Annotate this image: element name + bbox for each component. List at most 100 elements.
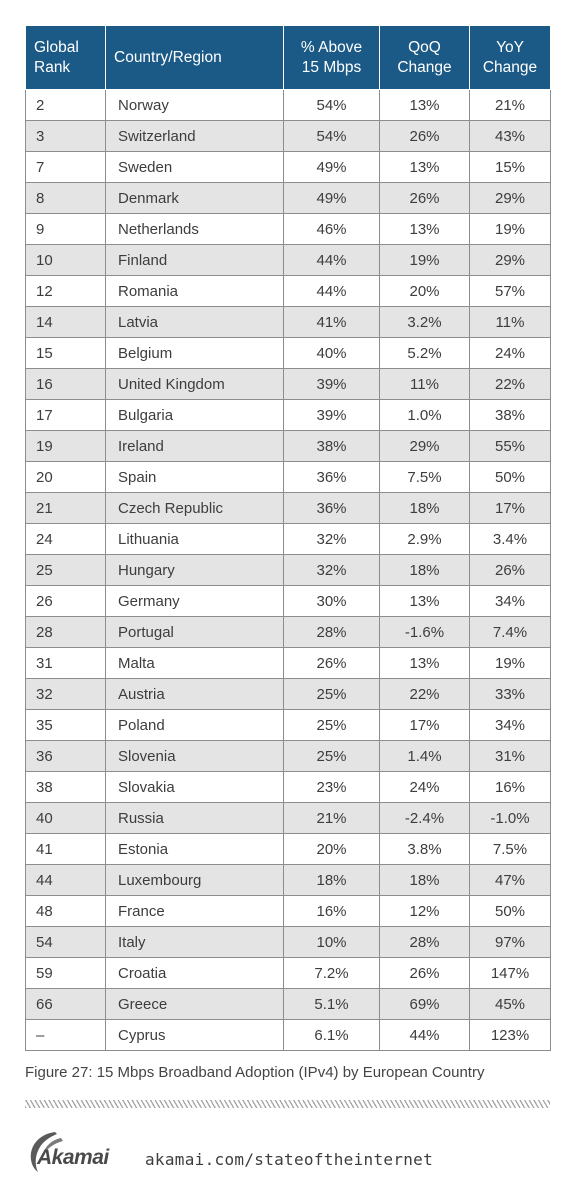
cell-qoq-change: 7.5% [379,461,470,493]
cell-country-region: Greece [105,988,284,1020]
header-line: YoY [496,38,524,56]
cell-country-region: Lithuania [105,523,284,555]
cell-qoq-change: 11% [379,368,470,400]
cell-yoy-change: 50% [469,895,551,927]
table-header-row: Global Rank Country/Region % Above 15 Mb… [25,25,551,90]
cell-above-15-mbps: 7.2% [283,957,380,989]
cell-qoq-change: 69% [379,988,470,1020]
cell-global-rank: 48 [25,895,106,927]
cell-country-region: Netherlands [105,213,284,245]
header-yoy-change: YoY Change [469,25,551,90]
header-above-15-mbps: % Above 15 Mbps [283,25,380,90]
cell-yoy-change: 29% [469,182,551,214]
cell-global-rank: 21 [25,492,106,524]
cell-qoq-change: 19% [379,244,470,276]
table-row: 66 Greece 5.1% 69% 45% [25,988,551,1020]
cell-global-rank: – [25,1019,106,1051]
cell-country-region: Estonia [105,833,284,865]
table-row: 7 Sweden 49% 13% 15% [25,151,551,183]
table-row: 40 Russia 21% -2.4% -1.0% [25,802,551,834]
table-row: 16 United Kingdom 39% 11% 22% [25,368,551,400]
cell-yoy-change: 26% [469,554,551,586]
cell-above-15-mbps: 38% [283,430,380,462]
cell-country-region: Spain [105,461,284,493]
table-body: 2 Norway 54% 13% 21% 3 Switzerland 54% 26% 43% 7 Sw… [25,89,551,1051]
cell-global-rank: 3 [25,120,106,152]
cell-above-15-mbps: 16% [283,895,380,927]
header-global-rank: Global Rank [25,25,106,90]
header-line: Change [482,58,538,76]
cell-yoy-change: 34% [469,709,551,741]
cell-yoy-change: 3.4% [469,523,551,555]
cell-yoy-change: 29% [469,244,551,276]
cell-qoq-change: 24% [379,771,470,803]
table-row: 17 Bulgaria 39% 1.0% 38% [25,399,551,431]
cell-global-rank: 25 [25,554,106,586]
cell-global-rank: 7 [25,151,106,183]
cell-yoy-change: 24% [469,337,551,369]
header-line: Country/Region [114,48,222,66]
cell-global-rank: 10 [25,244,106,276]
cell-above-15-mbps: 18% [283,864,380,896]
cell-yoy-change: 34% [469,585,551,617]
table-row: 35 Poland 25% 17% 34% [25,709,551,741]
cell-above-15-mbps: 10% [283,926,380,958]
cell-global-rank: 36 [25,740,106,772]
cell-qoq-change: 13% [379,585,470,617]
table-row: 21 Czech Republic 36% 18% 17% [25,492,551,524]
table-row: – Cyprus 6.1% 44% 123% [25,1019,551,1051]
cell-yoy-change: 7.5% [469,833,551,865]
cell-qoq-change: 2.9% [379,523,470,555]
footer: Akamai akamai.com/stateoftheinternet [25,1128,550,1178]
cell-global-rank: 12 [25,275,106,307]
table-row: 10 Finland 44% 19% 29% [25,244,551,276]
header-line: Change [397,58,452,76]
cell-yoy-change: 97% [469,926,551,958]
cell-yoy-change: 33% [469,678,551,710]
cell-yoy-change: 16% [469,771,551,803]
cell-qoq-change: 44% [379,1019,470,1051]
header-line: Rank [34,58,71,76]
cell-country-region: France [105,895,284,927]
cell-yoy-change: 147% [469,957,551,989]
cell-country-region: Poland [105,709,284,741]
cell-qoq-change: 1.4% [379,740,470,772]
cell-above-15-mbps: 40% [283,337,380,369]
cell-above-15-mbps: 39% [283,399,380,431]
table-row: 31 Malta 26% 13% 19% [25,647,551,679]
cell-country-region: Slovenia [105,740,284,772]
cell-above-15-mbps: 32% [283,523,380,555]
table-row: 44 Luxembourg 18% 18% 47% [25,864,551,896]
cell-global-rank: 2 [25,89,106,121]
cell-global-rank: 54 [25,926,106,958]
cell-qoq-change: 28% [379,926,470,958]
cell-qoq-change: 13% [379,213,470,245]
cell-global-rank: 24 [25,523,106,555]
cell-country-region: Cyprus [105,1019,284,1051]
cell-above-15-mbps: 25% [283,709,380,741]
cell-qoq-change: -1.6% [379,616,470,648]
cell-yoy-change: 21% [469,89,551,121]
cell-yoy-change: 19% [469,647,551,679]
footer-url[interactable]: akamai.com/stateoftheinternet [145,1150,434,1169]
data-table-container: Global Rank Country/Region % Above 15 Mb… [25,25,551,1051]
cell-above-15-mbps: 36% [283,461,380,493]
cell-global-rank: 66 [25,988,106,1020]
cell-above-15-mbps: 20% [283,833,380,865]
cell-country-region: Russia [105,802,284,834]
table-row: 32 Austria 25% 22% 33% [25,678,551,710]
cell-qoq-change: 18% [379,864,470,896]
akamai-logo-swoosh-icon [30,1132,63,1172]
cell-yoy-change: 50% [469,461,551,493]
cell-country-region: Sweden [105,151,284,183]
cell-country-region: Malta [105,647,284,679]
cell-country-region: Finland [105,244,284,276]
cell-yoy-change: 31% [469,740,551,772]
cell-country-region: Denmark [105,182,284,214]
cell-qoq-change: 13% [379,647,470,679]
cell-above-15-mbps: 44% [283,244,380,276]
cell-above-15-mbps: 49% [283,151,380,183]
figure-caption: Figure 27: 15 Mbps Broadband Adoption (I… [25,1064,485,1081]
cell-yoy-change: 55% [469,430,551,462]
cell-qoq-change: 26% [379,957,470,989]
